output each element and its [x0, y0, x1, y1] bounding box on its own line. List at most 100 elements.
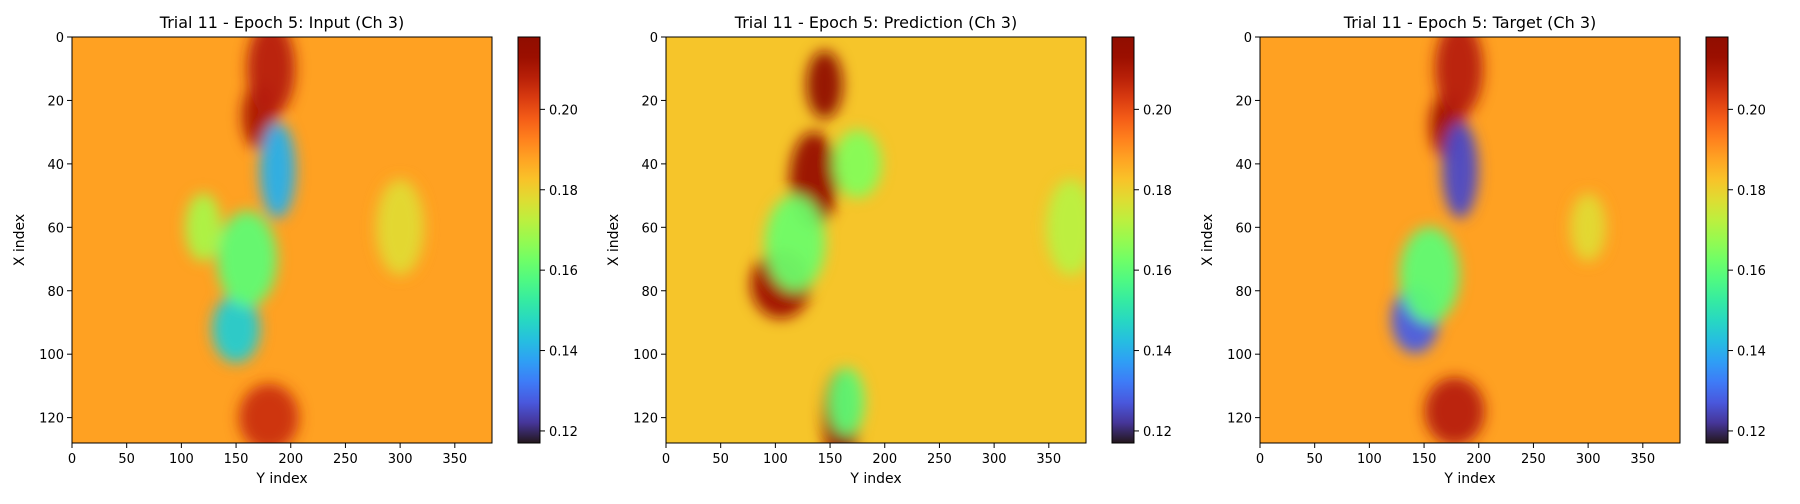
heatmap-feature [212, 294, 261, 363]
x-tick-label: 50 [1306, 452, 1323, 467]
heatmap-feature [828, 367, 865, 436]
y-tick-label: 100 [39, 348, 64, 363]
y-tick-label: 60 [1235, 221, 1252, 236]
colorbar-tick-label: 0.16 [1737, 264, 1766, 279]
x-axis-label: Y index [849, 471, 901, 487]
colorbar-tick-label: 0.14 [1143, 345, 1172, 360]
x-tick-label: 200 [278, 452, 303, 467]
y-tick-label: 40 [1235, 158, 1252, 173]
colorbar-tick-label: 0.16 [549, 264, 578, 279]
x-tick-label: 350 [442, 452, 467, 467]
x-tick-label: 100 [1357, 452, 1382, 467]
heatmap-field [1260, 37, 1680, 443]
chart-title: Trial 11 - Epoch 5: Target (Ch 3) [1343, 13, 1596, 32]
y-tick-label: 100 [1227, 348, 1252, 363]
x-tick-label: 50 [712, 452, 729, 467]
colorbar: 0.12 0.14 0.16 0.18 0.20 [1111, 36, 1172, 444]
x-tick-label: 350 [1630, 452, 1655, 467]
heatmap-features [1391, 37, 1607, 443]
panel-3: Trial 11 - Epoch 5: Target (Ch 3) 0 50 100 1… [1200, 13, 1766, 487]
colorbar-tick-label: 0.16 [1143, 264, 1172, 279]
y-tick-label: 20 [641, 94, 658, 109]
heatmap-feature [1442, 122, 1479, 219]
heatmap-feature [806, 50, 843, 119]
x-tick-label: 250 [927, 452, 952, 467]
x-axis-label: Y index [255, 471, 307, 487]
heatmap-feature [259, 122, 296, 219]
heatmap-background [666, 37, 1086, 443]
x-tick-label: 150 [224, 452, 249, 467]
colorbar-tick-label: 0.12 [1143, 425, 1172, 440]
x-tick-label: 0 [1256, 452, 1264, 467]
x-tick-label: 350 [1036, 452, 1061, 467]
colorbar-tick-label: 0.20 [549, 103, 578, 118]
y-tick-label: 60 [47, 221, 64, 236]
heatmap-feature [217, 211, 277, 308]
y-tick-label: 120 [39, 412, 64, 427]
x-tick-label: 300 [982, 452, 1007, 467]
colorbar-gradient [1111, 36, 1135, 444]
x-tick-label: 300 [388, 452, 413, 467]
y-tick-label: 60 [641, 221, 658, 236]
heatmap-feature [765, 195, 826, 292]
y-tick-label: 40 [641, 158, 658, 173]
y-tick-label: 80 [1235, 285, 1252, 300]
x-axis-label: Y index [1443, 471, 1495, 487]
y-tick-label: 40 [47, 158, 64, 173]
colorbar-tick-label: 0.18 [1143, 184, 1172, 199]
heatmap-feature [1435, 37, 1484, 117]
y-axis-label: X index [606, 214, 622, 266]
heatmap-field [666, 37, 1086, 443]
x-tick-label: 0 [68, 452, 76, 467]
y-axis-label: X index [1200, 214, 1216, 266]
heatmap-feature [376, 179, 425, 276]
axes-frame [71, 36, 493, 444]
x-tick-label: 300 [1576, 452, 1601, 467]
heatmap-feature [247, 37, 296, 117]
heatmap-feature [238, 383, 299, 443]
heatmap-feature [185, 193, 222, 262]
y-axis-label: X index [12, 214, 28, 266]
x-tick-label: 200 [872, 452, 897, 467]
x-tick-label: 250 [333, 452, 358, 467]
y-tick-label: 80 [47, 285, 64, 300]
y-tick-label: 20 [1235, 94, 1252, 109]
panel-1: Trial 11 - Epoch 5: Input (Ch 3) 0 50 100 15… [12, 13, 578, 487]
y-tick-label: 0 [56, 31, 64, 46]
colorbar: 0.12 0.14 0.16 0.18 0.20 [1705, 36, 1766, 444]
x-tick-label: 0 [662, 452, 670, 467]
axes-frame [1259, 36, 1681, 444]
x-tick-label: 100 [763, 452, 788, 467]
colorbar-tick-label: 0.14 [549, 345, 578, 360]
y-tick-label: 120 [633, 412, 658, 427]
y-tick-label: 20 [47, 94, 64, 109]
colorbar-gradient [1705, 36, 1729, 444]
heatmap-feature [1399, 226, 1460, 323]
y-tick-label: 120 [1227, 412, 1252, 427]
heatmap-features [185, 37, 425, 443]
axes-frame [665, 36, 1087, 444]
x-tick-label: 150 [1412, 452, 1437, 467]
colorbar-tick-label: 0.20 [1143, 103, 1172, 118]
x-tick-label: 50 [118, 452, 135, 467]
colorbar: 0.12 0.14 0.16 0.18 0.20 [517, 36, 578, 444]
x-tick-label: 200 [1466, 452, 1491, 467]
heatmap-feature [1570, 193, 1607, 262]
heatmap-feature [833, 129, 882, 198]
y-tick-label: 0 [650, 31, 658, 46]
heatmap-feature [1424, 377, 1485, 443]
y-tick-label: 100 [633, 348, 658, 363]
x-tick-label: 100 [169, 452, 194, 467]
heatmap-features [750, 50, 1086, 443]
heatmap-field [72, 37, 492, 443]
colorbar-tick-label: 0.18 [1737, 184, 1766, 199]
colorbar-tick-label: 0.18 [549, 184, 578, 199]
y-tick-label: 0 [1244, 31, 1252, 46]
x-tick-label: 250 [1521, 452, 1546, 467]
chart-title: Trial 11 - Epoch 5: Prediction (Ch 3) [734, 13, 1017, 32]
colorbar-tick-label: 0.14 [1737, 345, 1766, 360]
y-tick-label: 80 [641, 285, 658, 300]
colorbar-tick-label: 0.12 [549, 425, 578, 440]
